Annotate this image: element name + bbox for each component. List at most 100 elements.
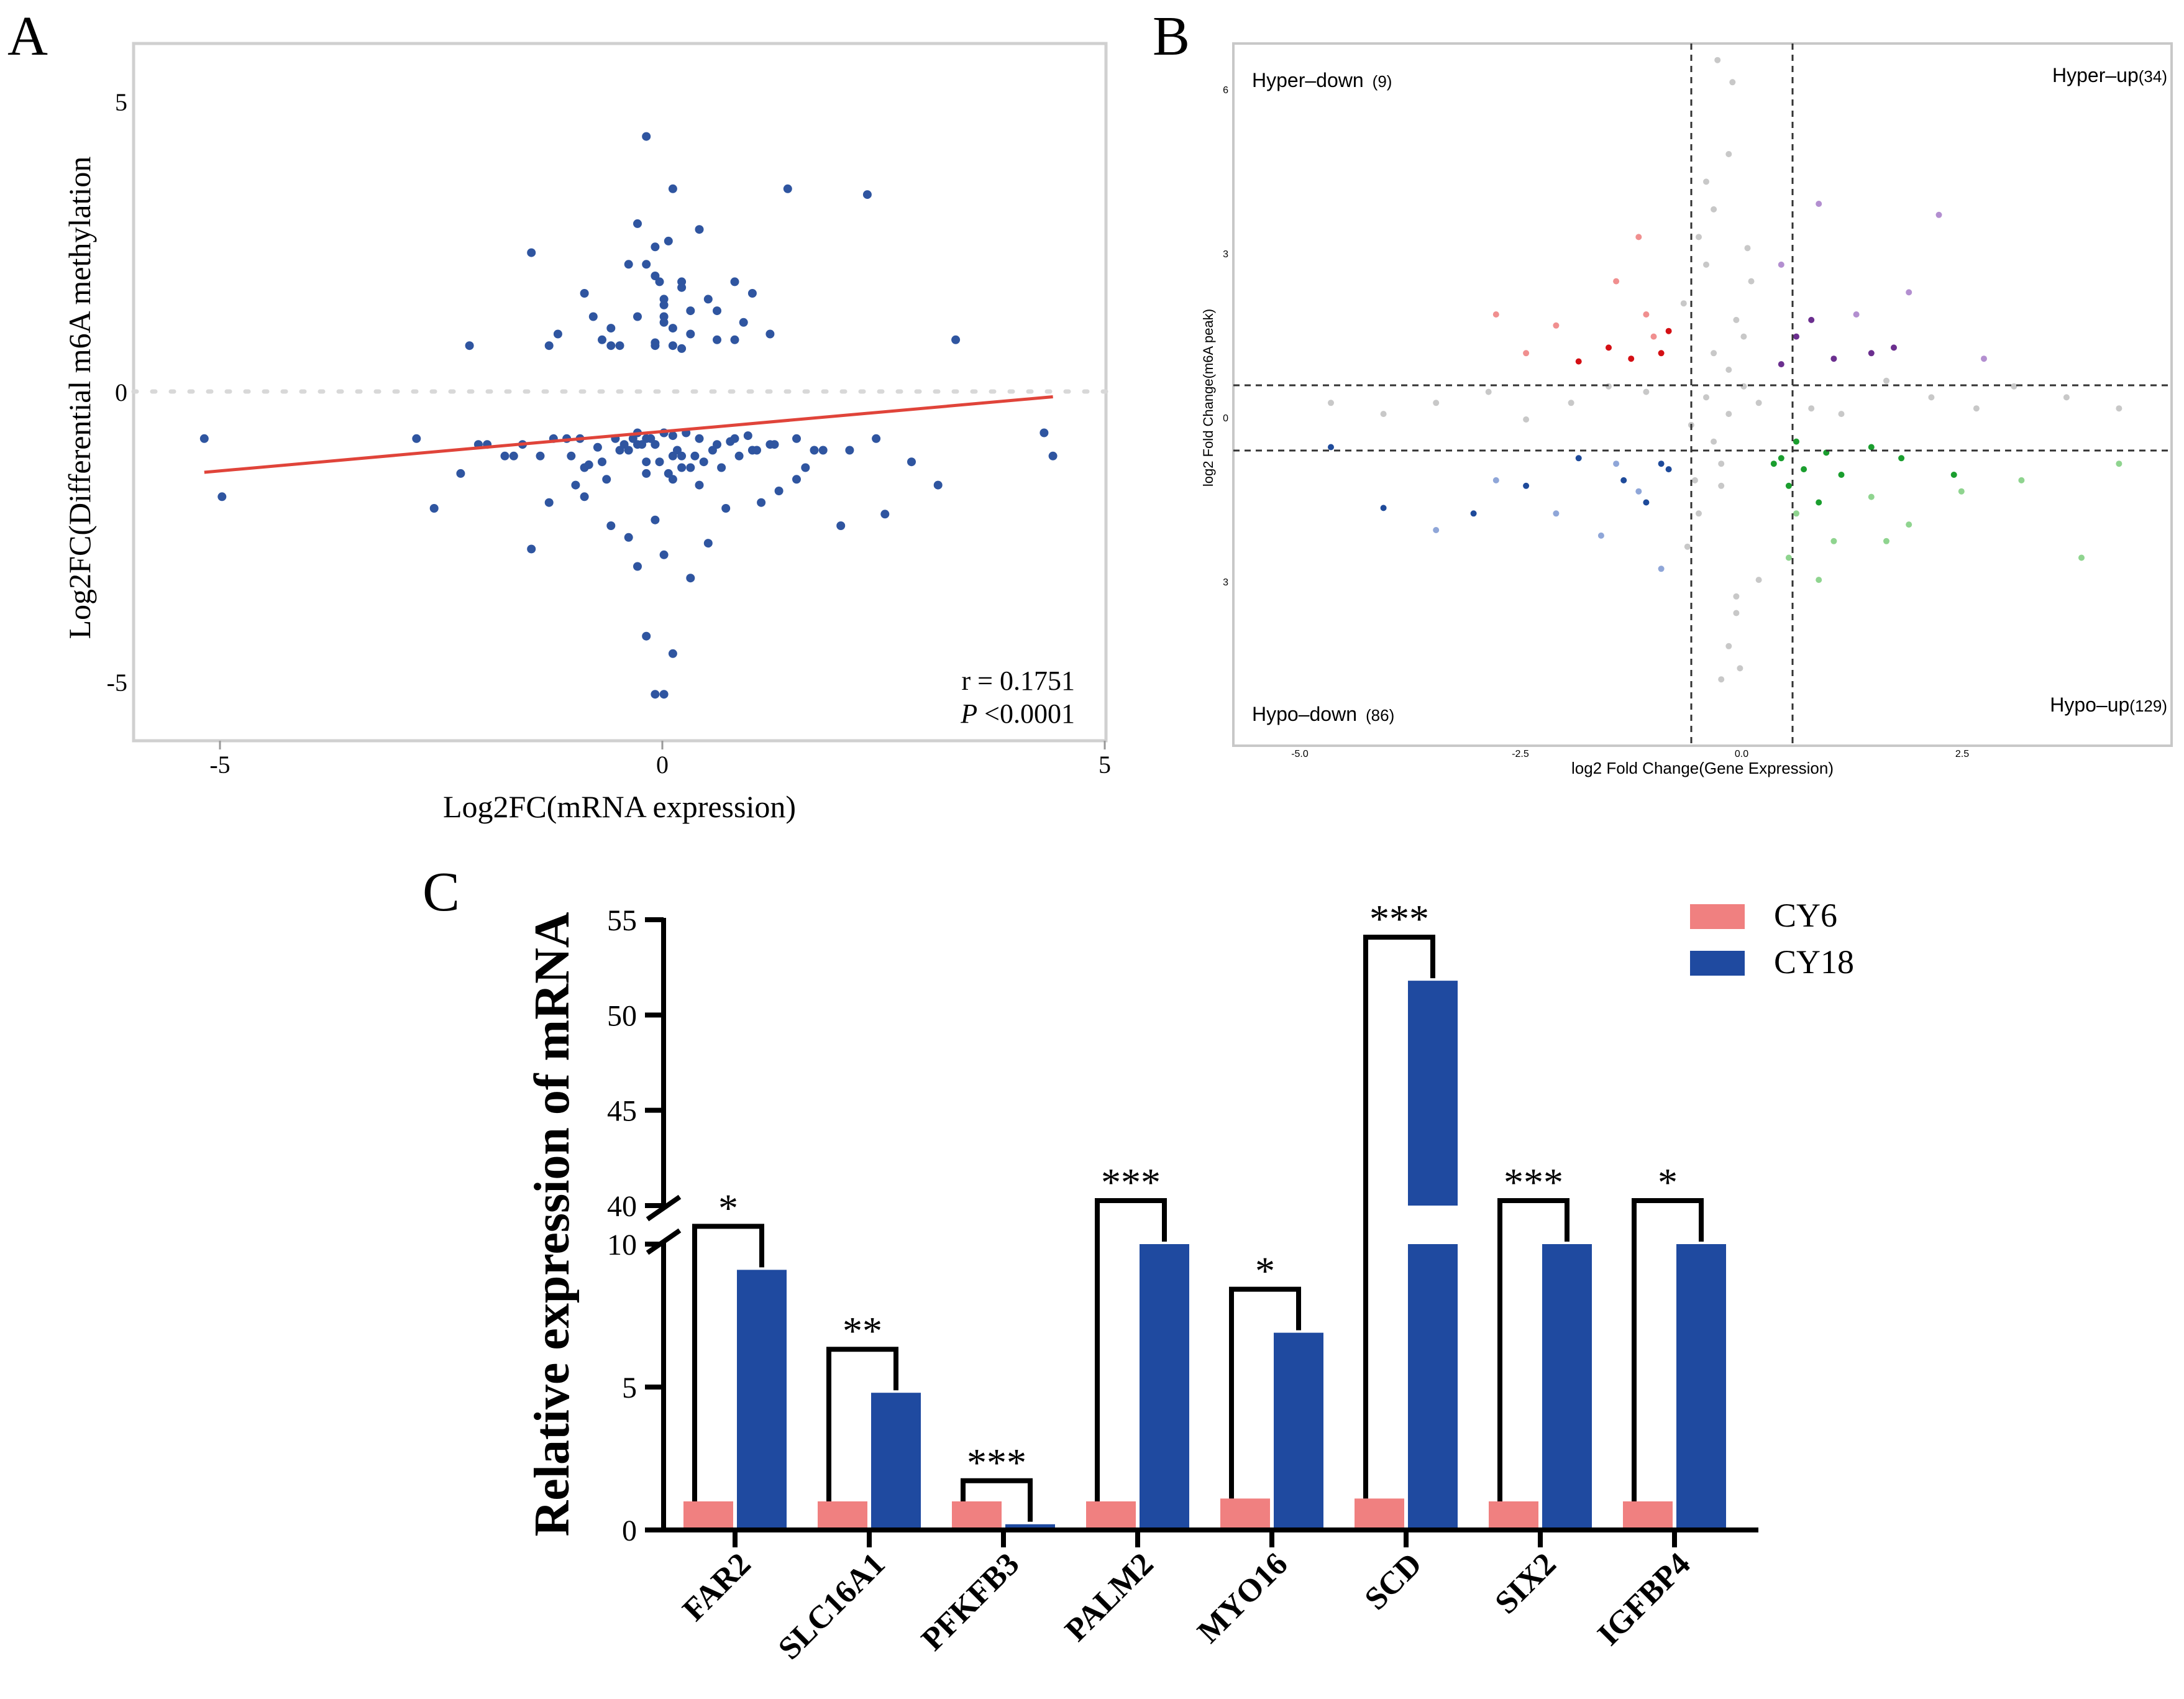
sig-bracket-SCD [1363, 935, 1435, 1499]
a-x-axis-title: Log2FC(mRNA expression) [443, 789, 796, 824]
a-stat-p-value: <0.0001 [977, 698, 1075, 729]
legend-label-cy6: CY6 [1774, 897, 1837, 934]
a-data-point [695, 480, 704, 490]
bar-cy6-MYO16 [1220, 1498, 1270, 1530]
c-y-tick-label: 10 [607, 1229, 637, 1262]
b-point-grey [1838, 411, 1845, 418]
b-point-hypo_up_dark [1868, 444, 1875, 451]
a-data-point [677, 344, 687, 353]
b-point-grey [1718, 482, 1725, 489]
a-data-point [651, 242, 660, 252]
b-point-hypo_down_light [1597, 532, 1604, 539]
b-quadrant-hyper-down-count: (9) [1373, 72, 1392, 91]
b-point-grey [1696, 234, 1702, 240]
bar-cy18-FAR2 [737, 1270, 787, 1530]
b-point-grey [1748, 278, 1755, 285]
b-point-hyper_up_light [1853, 311, 1860, 318]
c-x-tick-label: IGFBP4 [1591, 1546, 1697, 1652]
a-stat-p: P <0.0001 [960, 698, 1075, 729]
b-point-grey [1973, 405, 1980, 412]
a-stat-p-label: P [960, 698, 977, 729]
b-point-grey [1808, 405, 1815, 412]
sig-stars-FAR2: * [718, 1186, 738, 1230]
b-point-hypo_up_light [2116, 460, 2122, 467]
sig-bracket-PALM2 [1095, 1198, 1167, 1501]
b-point-hyper_up_light [1778, 261, 1784, 268]
c-y-tick-label: 50 [607, 999, 637, 1032]
panel-b-points [1328, 57, 2122, 683]
panel-b: Hyper–down (9) Hyper–up(34) Hypo–down (86)… [1200, 42, 2173, 777]
b-point-hyper_up_dark [1778, 361, 1784, 368]
b-point-grey [1684, 543, 1691, 550]
a-data-point [544, 341, 554, 350]
b-point-grey [1744, 245, 1751, 252]
b-point-grey [1737, 665, 1743, 672]
a-data-point [783, 184, 792, 193]
b-point-hypo_up_dark [1801, 466, 1807, 473]
a-data-point [655, 457, 664, 467]
a-data-point [642, 631, 651, 641]
sig-bracket-FAR2 [692, 1224, 764, 1501]
a-data-point [730, 335, 739, 344]
panel-a-fit-line [204, 395, 1053, 474]
b-point-hyper_down_light [1650, 333, 1657, 340]
panel-c-x-ticks: FAR2 SLC16A1 PFKFB3 PALM2 MYO16 SCD SIX2 IGFBP4 [676, 1530, 1697, 1667]
a-data-point [872, 434, 881, 443]
b-point-grey [1680, 300, 1687, 307]
a-data-point [456, 469, 465, 478]
a-data-point [1039, 428, 1049, 437]
bar-cy6-IGFBP4 [1623, 1501, 1673, 1530]
b-point-grey [1703, 261, 1709, 268]
panel-label-b: B [1153, 6, 1190, 67]
a-data-point [792, 475, 801, 484]
bar-cy18-IGFBP4 [1676, 1244, 1726, 1530]
sig-stars-IGFBP4: * [1658, 1160, 1678, 1204]
b-y-tick-label: 3 [1223, 577, 1228, 588]
a-data-point [588, 312, 598, 321]
b-point-hyper_down_dark [1575, 358, 1582, 365]
b-point-hyper_down_dark [1658, 350, 1665, 357]
sig-stars-SCD: *** [1369, 897, 1429, 941]
bar-cy18-PALM2 [1140, 1244, 1189, 1530]
b-point-grey [1711, 438, 1717, 445]
panel-c-significance: **************** * [692, 897, 1704, 1522]
b-x-tick-label: -2.5 [1512, 749, 1529, 759]
legend-swatch-cy18 [1690, 951, 1745, 976]
b-point-hypo_up_light [1830, 538, 1837, 544]
a-x-tick-label: 5 [1099, 751, 1111, 779]
a-data-point [580, 289, 589, 298]
a-data-point [633, 219, 642, 228]
b-point-grey [1725, 367, 1732, 373]
b-point-hypo_down_light [1492, 477, 1499, 483]
a-data-point [544, 498, 554, 507]
b-point-grey [1606, 383, 1612, 390]
b-quadrant-hypo-down: Hypo–down (86) [1252, 703, 1394, 725]
panel-label-a: A [7, 6, 48, 67]
a-data-point [633, 312, 642, 321]
sig-stars-PALM2: *** [1101, 1160, 1161, 1204]
a-data-point [695, 225, 704, 234]
b-point-hyper_down_dark [1628, 355, 1635, 362]
b-point-hyper_down_dark [1606, 344, 1612, 351]
b-point-hyper_up_dark [1868, 350, 1875, 357]
b-point-grey [1725, 151, 1732, 157]
b-point-hyper_up_dark [1808, 316, 1815, 323]
b-point-hyper_up_light [1816, 201, 1822, 207]
b-point-hypo_down_dark [1470, 510, 1477, 517]
b-point-grey [1703, 394, 1709, 401]
a-data-point [527, 248, 536, 257]
b-point-hypo_down_light [1658, 566, 1665, 572]
b-point-hyper_up_dark [1793, 333, 1799, 340]
b-point-hyper_down_light [1643, 311, 1650, 318]
bar-cy6-SLC16A1 [818, 1501, 867, 1530]
a-data-point [606, 521, 616, 530]
b-point-hyper_down_light [1492, 311, 1499, 318]
a-data-point [818, 446, 828, 455]
b-point-hypo_down_dark [1658, 460, 1665, 467]
b-y-tick-label: 6 [1223, 85, 1228, 96]
a-data-point [703, 539, 713, 548]
a-data-point [199, 434, 209, 443]
a-data-point [651, 515, 660, 524]
a-data-point [668, 184, 677, 193]
